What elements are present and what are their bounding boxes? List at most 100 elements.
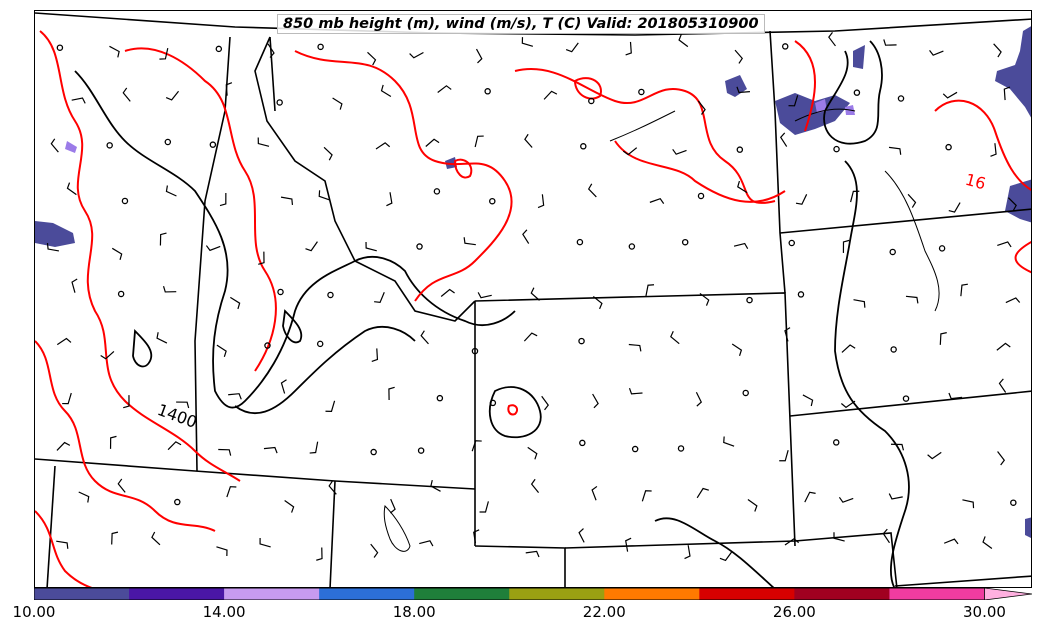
calm-wind-marker [264, 342, 271, 349]
wind-barb [205, 245, 221, 252]
calm-wind-marker [416, 243, 423, 250]
wind-barb [784, 327, 791, 342]
colorbar-segment [224, 588, 320, 600]
colorbar [34, 588, 1032, 600]
wind-barb [226, 486, 237, 498]
temperature-contours [35, 30, 1031, 587]
calm-wind-marker [489, 399, 497, 407]
calm-wind-marker [327, 291, 334, 299]
wind-barb [733, 242, 749, 250]
calm-wind-marker [788, 239, 795, 247]
wind-barb [779, 132, 788, 147]
wind-barb [907, 193, 917, 208]
wind-barb [998, 378, 1007, 393]
height-contours [74, 40, 910, 587]
calm-wind-marker [471, 347, 479, 355]
wind-barb [779, 450, 789, 462]
wind-barb [218, 448, 232, 456]
wind-barb [123, 395, 130, 409]
wind-barb [100, 350, 115, 360]
wind-barb [578, 528, 585, 543]
calm-wind-marker [164, 138, 172, 146]
wind-barb [840, 400, 856, 409]
wind-barb [259, 537, 271, 548]
wind-barb [230, 296, 241, 310]
wind-barb [521, 37, 534, 47]
wind-barb [527, 446, 538, 460]
wind-barb [541, 395, 549, 411]
calm-wind-marker [742, 389, 749, 397]
wind-barb [258, 251, 265, 265]
calm-wind-marker [697, 192, 705, 200]
wind-barb [46, 243, 60, 252]
calm-wind-marker [938, 245, 946, 252]
wind-barb [463, 237, 476, 246]
calm-wind-marker [736, 146, 744, 153]
wind-barb [367, 51, 377, 66]
wind-barb [997, 451, 1006, 466]
colorbar-segment [129, 588, 225, 600]
wind-barb [939, 332, 947, 345]
calm-wind-marker [436, 394, 444, 402]
shaded-areas [35, 26, 1031, 538]
wind-barb [122, 87, 131, 102]
colorbar-tick-label: 10.00 [12, 603, 56, 621]
wind-barb [479, 501, 489, 513]
calm-wind-marker [833, 145, 840, 153]
wind-barb [388, 386, 395, 401]
state-borders [35, 12, 1031, 587]
wind-barb [795, 194, 808, 205]
wind-barb [731, 343, 743, 356]
wind-barb [736, 86, 750, 94]
calm-wind-marker [832, 439, 840, 446]
colorbar-segment [319, 588, 415, 600]
temperature-contour-label: 16 [963, 170, 988, 194]
calm-wind-marker [746, 296, 753, 304]
wind-barb [960, 283, 968, 297]
wind-barb [225, 82, 233, 96]
colorbar-tick-label: 26.00 [772, 603, 816, 621]
wind-barb [524, 133, 533, 148]
colorbar-segment [509, 588, 605, 600]
wind-barb [905, 295, 919, 304]
wind-barb [159, 232, 167, 246]
calm-wind-marker [56, 44, 64, 51]
wind-barb [365, 242, 377, 252]
wind-barb [882, 528, 890, 544]
wind-barb [788, 95, 799, 107]
colorbar-tick-label: 30.00 [962, 603, 1006, 621]
calm-wind-marker [631, 445, 639, 453]
wind-barb [628, 343, 642, 352]
calm-wind-marker [681, 238, 689, 246]
calm-wind-marker [277, 288, 284, 296]
colorbar-segment [34, 588, 130, 600]
calm-wind-marker [628, 243, 636, 250]
wind-barb [990, 143, 997, 157]
wind-barb [109, 45, 120, 58]
wind-barb [888, 493, 903, 500]
wind-barbs [46, 32, 1021, 562]
wind-barb [309, 441, 319, 454]
wind-barb [167, 441, 182, 451]
wind-barb [543, 90, 558, 100]
wind-barb [699, 292, 710, 306]
wind-barb [323, 146, 333, 161]
wind-barb [997, 241, 1012, 248]
wind-barb [325, 400, 336, 412]
calm-wind-marker [215, 45, 223, 53]
wind-barb [641, 490, 652, 502]
wind-barb [380, 84, 392, 97]
calm-wind-marker [276, 99, 283, 106]
wind-barb [370, 543, 379, 558]
wind-barb [474, 135, 484, 148]
wind-barb [437, 85, 452, 93]
colorbar-segment [414, 588, 510, 600]
wind-barb [537, 194, 545, 209]
wind-barb [841, 344, 856, 353]
calm-wind-marker [578, 337, 585, 345]
wind-barb [328, 480, 337, 495]
wind-barb [530, 287, 540, 301]
wind-barb [678, 34, 689, 48]
wind-barb [375, 142, 391, 150]
wind-barb [216, 344, 227, 358]
